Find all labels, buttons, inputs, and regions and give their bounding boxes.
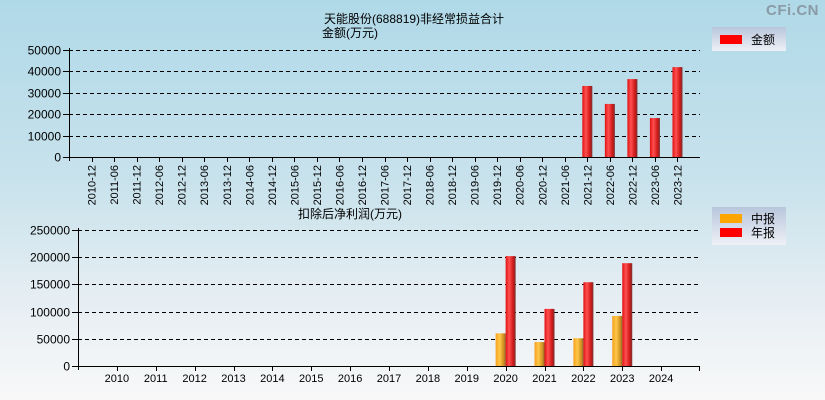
x-tick-label: 2017-12 [402,165,414,205]
x-tick-label: 2022-12 [627,165,639,205]
x-tick-label: 2015-06 [289,165,301,205]
x-tick-label: 2019 [455,373,479,385]
x-tick-label: 2018-12 [447,165,459,205]
legend-item-interim: 中报 [720,211,778,226]
bar-中报 [573,338,584,366]
legend-label: 金额 [751,32,776,47]
x-tick-label: 2020-12 [537,165,549,205]
x-tick-label: 2010 [105,373,129,385]
y-tick-label: 250000 [30,224,70,238]
bottom-chart-title: 扣除后净利润(万元) [298,207,402,221]
legend-item-annual: 年报 [720,225,778,240]
bar-金额 [627,79,638,157]
legend-swatch-orange [720,213,742,223]
bar-金额 [649,118,660,157]
y-tick-label: 50000 [37,333,71,347]
x-tick-label: 2013-12 [222,165,234,205]
bottom-chart-plot: 0 50000 100000 150000 200000 250000 2010 2011 20… [30,224,700,385]
bar-年报 [544,308,555,366]
x-tick-label: 2020-06 [515,165,527,205]
x-tick-label: 2012 [182,373,206,385]
y-tick-label: 150000 [30,278,70,292]
x-tick-label: 2016-12 [357,165,369,205]
x-tick-label: 2019-12 [492,165,504,205]
y-tick-label: 50000 [28,44,62,58]
x-tick-label: 2021 [532,373,556,385]
x-tick-label: 2011-06 [109,165,121,205]
bar-年报 [505,256,516,366]
top-chart-plot: 0 10000 20000 30000 40000 50000 2010-12 2011-06… [28,44,700,205]
bar-年报 [622,263,633,366]
y-tick-label: 40000 [28,65,62,79]
watermark-logo: CFi.CN [766,2,819,19]
bottom-legend: 中报 年报 [712,207,786,245]
bar-中报 [495,333,506,366]
x-tick-label: 2023 [610,373,634,385]
legend-label: 年报 [751,225,776,240]
x-tick-label: 2014 [260,373,284,385]
x-tick-label: 2015-12 [312,165,324,205]
x-tick-label: 2024 [649,373,673,385]
top-legend: 金额 [712,27,786,51]
x-tick-label: 2010-12 [87,165,99,205]
x-tick-label: 2014-06 [244,165,256,205]
bar-年报 [583,282,594,366]
x-tick-label: 2012-06 [154,165,166,205]
x-tick-label: 2017-06 [380,165,392,205]
x-tick-label: 2014-12 [267,165,279,205]
legend-swatch-red [720,34,742,44]
x-tick-label: 2022-06 [605,165,617,205]
x-tick-label: 2022 [571,373,595,385]
x-tick-label: 2023-06 [650,165,662,205]
x-tick-label: 2017 [377,373,401,385]
bar-中报 [612,315,623,366]
x-tick-label: 2018-06 [425,165,437,205]
y-tick-label: 10000 [28,130,62,144]
y-tick-label: 30000 [28,87,62,101]
legend-swatch-red [720,227,742,237]
top-chart-title: 天能股份(688819)非经常损益合计 [324,12,505,26]
y-tick-label: 200000 [30,251,70,265]
x-tick-label: 2011 [144,373,168,385]
x-tick-label: 2018 [416,373,440,385]
x-tick-label: 2011-12 [132,165,144,205]
x-tick-label: 2012-12 [177,165,189,205]
x-tick-label: 2013-06 [199,165,211,205]
bar-金额 [604,103,615,157]
y-tick-label: 20000 [28,108,62,122]
x-tick-label: 2020 [493,373,517,385]
x-tick-label: 2015 [299,373,323,385]
bar-中报 [534,342,545,366]
bar-金额 [672,67,683,157]
x-tick-label: 2023-12 [672,165,684,205]
legend-label: 中报 [751,211,776,226]
top-chart-subtitle: 金额(万元) [322,26,378,40]
y-tick-label: 100000 [30,306,70,320]
x-tick-label: 2016-06 [334,165,346,205]
x-tick-label: 2013 [221,373,245,385]
legend-item-amount: 金额 [720,32,778,47]
x-tick-label: 2016 [338,373,362,385]
x-tick-label: 2021-06 [560,165,572,205]
y-tick-label: 0 [54,151,61,165]
bar-金额 [582,85,593,157]
y-tick-label: 0 [63,360,70,374]
x-tick-label: 2021-12 [582,165,594,205]
x-tick-label: 2019-06 [470,165,482,205]
